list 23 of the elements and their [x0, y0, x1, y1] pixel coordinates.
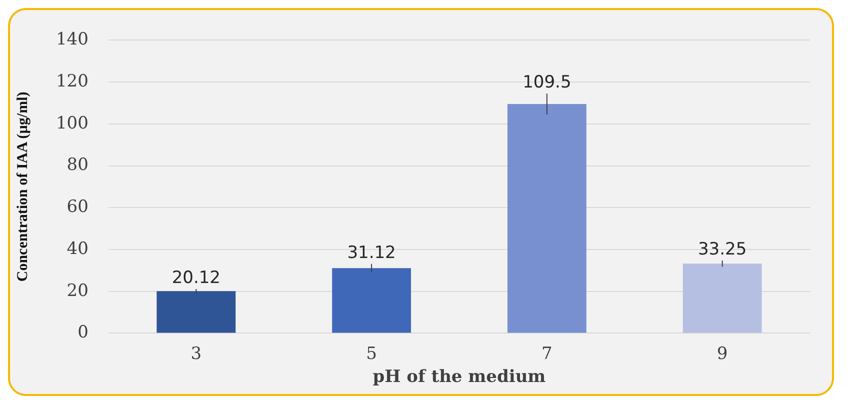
bar — [507, 104, 586, 333]
x-tick-label: 7 — [542, 344, 552, 364]
bar — [332, 268, 411, 333]
y-tick-label: 120 — [56, 71, 88, 92]
x-tick-label: 3 — [190, 344, 202, 364]
bar — [156, 291, 236, 333]
y-tick-label: 60 — [66, 197, 88, 218]
y-axis-title: Concentration of IAA (µg/ml) — [14, 92, 31, 282]
y-tick-label: 20 — [66, 280, 88, 301]
data-label: 109.5 — [522, 72, 572, 92]
rounded-frame: pH of the medium Concentration of IAA (µg/ml) 3 5 7 9 0 20 40 60 80 100 120 140 20.12 31.12 109.5 33.25 — [8, 8, 834, 396]
y-tick-label: 140 — [56, 30, 88, 50]
y-tick-label: 80 — [66, 155, 88, 176]
y-tick-label: 0 — [78, 322, 88, 343]
x-tick-label: 5 — [366, 344, 377, 364]
data-label: 20.12 — [172, 268, 220, 288]
data-label: 33.25 — [698, 239, 747, 260]
bar — [682, 264, 762, 333]
data-label: 31.12 — [347, 242, 396, 263]
x-axis-title: pH of the medium — [372, 367, 546, 388]
y-tick-label: 100 — [56, 113, 88, 134]
x-tick-label: 9 — [716, 344, 728, 364]
y-tick-label: 40 — [66, 238, 88, 259]
